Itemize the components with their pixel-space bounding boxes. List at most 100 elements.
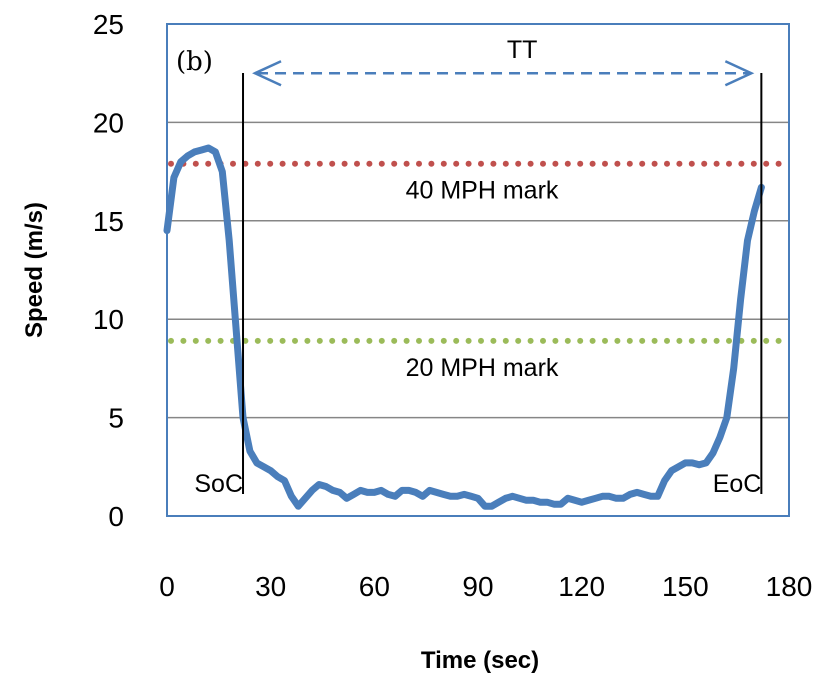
reference-dot xyxy=(688,337,695,344)
reference-dot xyxy=(230,160,236,167)
reference-label-20mph: 20 MPH mark xyxy=(406,354,559,382)
reference-dot xyxy=(527,337,534,344)
reference-dot xyxy=(465,337,472,344)
reference-dot xyxy=(391,160,398,167)
reference-dot xyxy=(614,160,621,167)
reference-dot xyxy=(577,337,584,344)
reference-dot xyxy=(453,160,460,167)
reference-dot xyxy=(676,160,683,167)
event-markers xyxy=(242,73,763,494)
reference-dot xyxy=(391,337,398,344)
speed-series-line xyxy=(163,144,765,510)
y-tick-label: 15 xyxy=(93,206,124,237)
y-tick-label: 5 xyxy=(108,403,124,434)
reference-dot xyxy=(192,337,199,344)
reference-dot xyxy=(304,160,311,167)
reference-dot xyxy=(502,337,509,344)
reference-dot xyxy=(192,160,199,167)
reference-dot xyxy=(180,337,187,344)
reference-dot xyxy=(639,160,646,167)
reference-dot xyxy=(651,160,658,167)
reference-dot xyxy=(540,160,546,167)
reference-dot xyxy=(676,337,683,344)
series-layer xyxy=(163,144,765,510)
x-tick-label: 180 xyxy=(766,571,813,602)
reference-dot xyxy=(292,160,298,167)
travel-time-interval xyxy=(252,60,755,87)
reference-dot xyxy=(341,337,348,344)
reference-dot xyxy=(564,160,571,167)
reference-dot xyxy=(440,337,447,344)
marker-label-soc: SoC xyxy=(194,470,243,498)
reference-dot xyxy=(713,337,720,344)
x-tick-label: 120 xyxy=(558,571,605,602)
y-tick-label: 20 xyxy=(93,107,124,138)
reference-dot xyxy=(490,337,497,344)
reference-dot xyxy=(564,337,571,344)
reference-dot xyxy=(763,160,770,167)
grid-lines xyxy=(167,121,789,419)
reference-dot xyxy=(626,160,633,167)
reference-dot xyxy=(478,160,484,167)
reference-dot xyxy=(453,337,460,344)
reference-dot xyxy=(378,160,385,167)
tick-labels: 0 5 10 15 20 25 0 30 60 90 120 150 180 xyxy=(93,9,813,602)
reference-label-40mph: 40 MPH mark xyxy=(406,177,559,205)
reference-dot xyxy=(428,337,435,344)
reference-lines xyxy=(168,160,782,344)
reference-dot xyxy=(279,337,286,344)
reference-dot xyxy=(602,337,608,344)
reference-dot xyxy=(664,337,670,344)
y-tick-label: 10 xyxy=(93,304,124,335)
reference-dot xyxy=(254,160,261,167)
x-tick-label: 60 xyxy=(359,571,390,602)
reference-dot xyxy=(763,337,770,344)
reference-dot xyxy=(304,337,311,344)
x-tick-label: 0 xyxy=(159,571,175,602)
y-axis-title: Speed (m/s) xyxy=(21,202,48,338)
marker-label-eoc: EoC xyxy=(713,470,762,498)
reference-dot xyxy=(205,160,212,167)
reference-dot xyxy=(168,337,174,344)
reference-dot xyxy=(428,160,435,167)
reference-dot xyxy=(552,160,559,167)
reference-dot xyxy=(527,160,534,167)
reference-dot xyxy=(775,160,782,167)
reference-dot xyxy=(217,337,224,344)
reference-dot xyxy=(775,337,782,344)
reference-dot xyxy=(577,160,584,167)
reference-dot xyxy=(589,160,596,167)
x-tick-label: 30 xyxy=(255,571,286,602)
reference-dot xyxy=(341,160,348,167)
reference-dot xyxy=(205,337,212,344)
panel-label: (b) xyxy=(176,47,213,77)
reference-dot xyxy=(416,337,422,344)
interval-arrowhead-right xyxy=(724,60,755,87)
reference-dot xyxy=(639,337,646,344)
reference-dot xyxy=(316,337,323,344)
reference-dot xyxy=(626,337,633,344)
reference-dot xyxy=(329,337,336,344)
reference-dot xyxy=(651,337,658,344)
plot-area-border xyxy=(166,23,790,517)
reference-dot xyxy=(478,337,484,344)
reference-dot xyxy=(515,337,522,344)
x-tick-label: 150 xyxy=(662,571,709,602)
reference-dot xyxy=(515,160,522,167)
reference-dot xyxy=(168,160,174,167)
y-tick-label: 25 xyxy=(93,9,124,40)
reference-dot xyxy=(366,160,373,167)
reference-dot xyxy=(366,337,373,344)
y-tick-label: 0 xyxy=(108,501,124,532)
reference-dot xyxy=(416,160,422,167)
interval-label: TT xyxy=(507,36,538,64)
reference-dot xyxy=(552,337,559,344)
reference-dot xyxy=(279,160,286,167)
reference-dot xyxy=(329,160,336,167)
x-tick-label: 90 xyxy=(462,571,493,602)
reference-dot xyxy=(316,160,323,167)
reference-dot xyxy=(490,160,497,167)
x-axis-title: Time (sec) xyxy=(421,647,539,674)
reference-dot xyxy=(589,337,596,344)
reference-dot xyxy=(403,337,410,344)
